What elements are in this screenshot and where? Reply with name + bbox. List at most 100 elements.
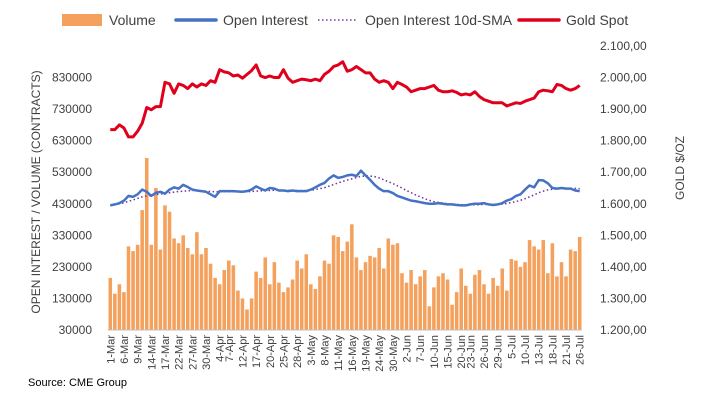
volume-bar	[295, 260, 299, 330]
volume-bar	[363, 262, 368, 330]
legend-label: Open Interest 10d-SMA	[365, 12, 513, 28]
volume-bar	[546, 273, 550, 330]
x-tick-label: 30-Mar	[201, 335, 213, 370]
y-right-tick-label: 1.600,00	[600, 197, 647, 211]
volume-bar	[236, 290, 240, 330]
y-left-tick-label: 730000	[52, 102, 92, 116]
volume-bar	[473, 274, 477, 330]
x-tick-label: 6-Mar	[119, 335, 131, 364]
x-tick-label: 5-Jul	[506, 335, 518, 359]
y-right-tick-label: 1.400,00	[600, 260, 647, 274]
volume-bar	[505, 290, 509, 330]
volume-bar	[500, 268, 505, 330]
volume-bar	[359, 270, 363, 330]
volume-bar	[254, 271, 258, 330]
volume-bar	[131, 251, 135, 330]
volume-bar	[395, 243, 400, 330]
volume-bar	[441, 273, 445, 330]
x-tick-label: 17-Apr	[251, 335, 263, 368]
volume-bar	[464, 285, 468, 330]
volume-bar	[340, 251, 345, 330]
x-tick-label: 23-Jun	[465, 335, 477, 369]
volume-bar	[322, 260, 327, 330]
volume-bar	[140, 210, 144, 330]
x-tick-label: 19-May	[361, 335, 373, 372]
y-right-tick-label: 1.200,00	[600, 323, 647, 337]
volume-bar	[555, 276, 559, 330]
volume-bar	[514, 260, 518, 330]
volume-bar	[126, 246, 131, 330]
volume-bar	[482, 284, 486, 330]
volume-bar	[199, 254, 204, 330]
volume-bar	[122, 292, 126, 330]
x-tick-label: 11-May	[333, 335, 345, 371]
x-tick-label: 4-Apr	[215, 335, 227, 362]
x-tick-label: 17-Mar	[160, 335, 172, 370]
volume-bar	[158, 249, 163, 330]
volume-bar	[523, 262, 527, 330]
volume-bar	[518, 266, 523, 330]
volume-bar	[272, 262, 277, 330]
volume-bar	[536, 249, 541, 330]
x-tick-label: 10-Jul	[520, 335, 532, 365]
volume-bar	[108, 277, 113, 330]
x-tick-label: 10-Jun	[429, 335, 441, 369]
volume-bar	[454, 292, 459, 330]
x-tick-label: 1-Mar	[105, 335, 117, 364]
volume-bar	[336, 236, 340, 330]
volume-bar	[486, 293, 491, 330]
volume-bar	[318, 276, 322, 330]
volume-bar	[331, 235, 336, 330]
volume-bar	[564, 276, 568, 330]
y-left-axis-title: OPEN INTEREST / VOLUME (CONTRACTS)	[29, 70, 43, 313]
gold-spot-line	[110, 60, 581, 139]
volume-bar	[450, 304, 454, 330]
volume-bar	[436, 276, 441, 330]
volume-bar	[149, 244, 154, 330]
volume-bar	[573, 251, 577, 330]
volume-bar	[372, 257, 377, 330]
volume-bar	[527, 240, 532, 330]
volume-bar	[268, 284, 272, 330]
y-right-axis-title: GOLD $/OZ	[673, 136, 687, 200]
volume-bar	[381, 268, 386, 330]
y-right-tick-label: 2.100,00	[600, 39, 647, 53]
x-tick-label: 20-Apr	[265, 335, 277, 368]
volume-bar	[245, 309, 249, 330]
x-tick-label: 13-Jul	[534, 335, 546, 365]
y-left-tick-label: 30000	[59, 323, 93, 337]
x-tick-label: 26-Jun	[479, 335, 491, 369]
volume-bar	[386, 238, 391, 330]
volume-bar	[263, 257, 268, 330]
volume-bar	[413, 284, 418, 330]
volume-bar	[404, 282, 409, 330]
y-left-tick-label: 130000	[52, 291, 92, 305]
volume-bar	[277, 282, 281, 330]
volume-bar	[190, 254, 195, 330]
volume-bar	[258, 277, 263, 330]
x-tick-label: 22-Mar	[174, 335, 186, 370]
x-tick-label: 21-Jul	[561, 335, 573, 365]
x-tick-label: 14-Mar	[146, 335, 158, 370]
volume-bar	[240, 298, 245, 330]
volume-bar	[286, 287, 290, 330]
x-tick-label: 27-Mar	[187, 335, 199, 370]
volume-bar	[231, 265, 236, 330]
y-left-tick-label: 330000	[52, 228, 92, 242]
x-tick-label: 12-Apr	[237, 335, 249, 368]
x-tick-label: 9-Mar	[133, 335, 145, 364]
y-right-tick-label: 1.500,00	[600, 228, 647, 242]
x-tick-label: 15-Jun	[443, 335, 455, 369]
volume-bar	[249, 298, 254, 330]
y-left-tick-label: 230000	[52, 260, 92, 274]
x-tick-label: 18-Jul	[547, 335, 559, 365]
volume-bar	[491, 277, 495, 330]
x-tick-label: 2-Jun	[402, 335, 414, 363]
volume-bar	[327, 263, 331, 330]
volume-bar	[368, 255, 372, 330]
legend-swatch	[62, 14, 102, 26]
volume-bar	[432, 287, 436, 330]
legend-label: Gold Spot	[566, 12, 628, 28]
y-right-tick-label: 2.000,00	[600, 71, 647, 85]
